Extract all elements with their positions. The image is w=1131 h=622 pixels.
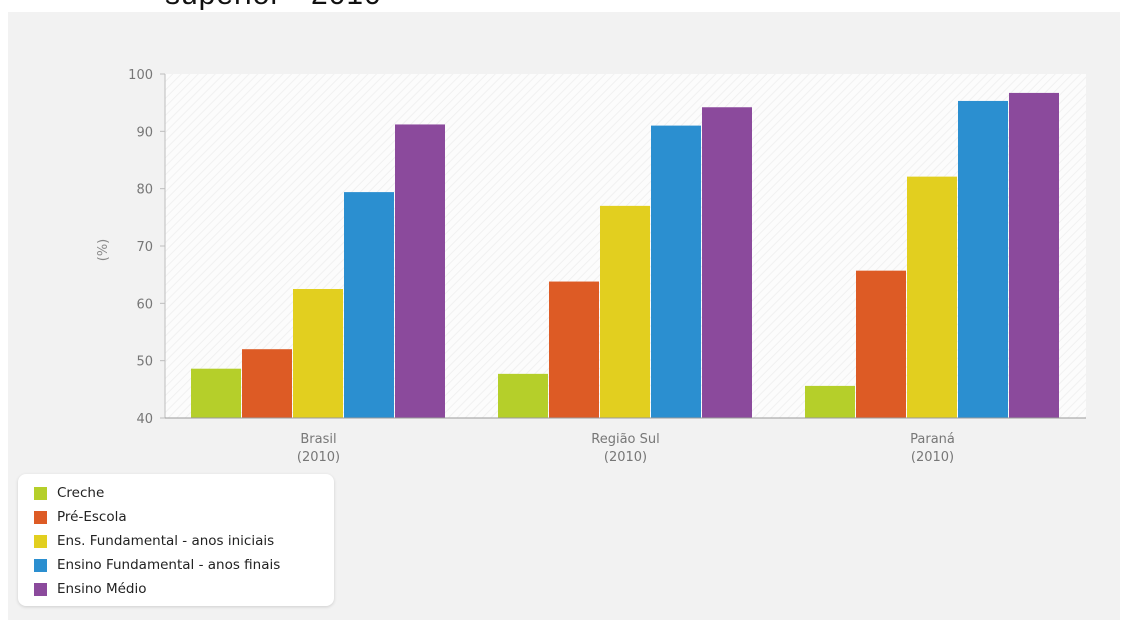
y-tick-label: 80 [136, 183, 153, 198]
legend-item[interactable]: Ensino Fundamental - anos finais [34, 556, 280, 574]
legend-swatch [34, 582, 47, 596]
legend-item[interactable]: Creche [34, 484, 104, 502]
bar[interactable] [805, 385, 855, 418]
bar[interactable] [395, 124, 445, 418]
bar[interactable] [856, 270, 906, 418]
legend-label: Ensino Fundamental - anos finais [57, 557, 281, 573]
x-category-sublabel: (2010) [604, 450, 647, 465]
legend-item[interactable]: Ens. Fundamental - anos iniciais [34, 532, 274, 550]
y-axis: 40 50 60 70 80 90 100 [128, 68, 166, 427]
y-tick-label: 70 [136, 240, 153, 255]
y-axis-title: (%) [96, 239, 111, 262]
bar[interactable] [344, 192, 394, 418]
x-category-sublabel: (2010) [911, 450, 954, 465]
legend-swatch [34, 534, 47, 548]
bar[interactable] [651, 125, 701, 418]
x-category-label: Paraná [910, 432, 955, 447]
x-category-label: Região Sul [591, 432, 659, 447]
legend: Creche Pré-Escola Ens. Fundamental - anos … [18, 474, 334, 606]
y-tick-label: 100 [128, 68, 153, 83]
bar[interactable] [1009, 92, 1059, 419]
y-tick-label: 90 [136, 125, 153, 140]
legend-item[interactable]: Ensino Médio [34, 580, 147, 598]
y-tick-label: 60 [136, 297, 153, 312]
bar[interactable] [549, 281, 599, 418]
header-partial-text: superior - 2010 [165, 0, 382, 12]
legend-label: Ensino Médio [57, 581, 147, 597]
legend-item[interactable]: Pré-Escola [34, 508, 127, 526]
legend-label: Pré-Escola [57, 509, 127, 525]
legend-label: Creche [57, 485, 105, 501]
y-tick-label: 50 [136, 355, 153, 370]
bar[interactable] [191, 368, 241, 418]
x-category-sublabel: (2010) [297, 450, 340, 465]
bar[interactable] [907, 176, 957, 418]
bar[interactable] [498, 373, 548, 418]
bar[interactable] [958, 100, 1008, 419]
x-category-label: Brasil [300, 432, 336, 447]
legend-label: Ens. Fundamental - anos iniciais [57, 533, 275, 549]
bar[interactable] [702, 107, 752, 419]
y-tick-label: 40 [136, 412, 153, 427]
bar[interactable] [293, 289, 343, 418]
bar[interactable] [242, 349, 292, 418]
x-axis: Brasil (2010) Região Sul (2010) Paraná (2010) [165, 417, 1086, 465]
bar[interactable] [600, 205, 650, 418]
legend-swatch [34, 510, 47, 524]
legend-swatch [34, 558, 47, 572]
legend-swatch [34, 486, 47, 500]
bars [191, 92, 1059, 419]
